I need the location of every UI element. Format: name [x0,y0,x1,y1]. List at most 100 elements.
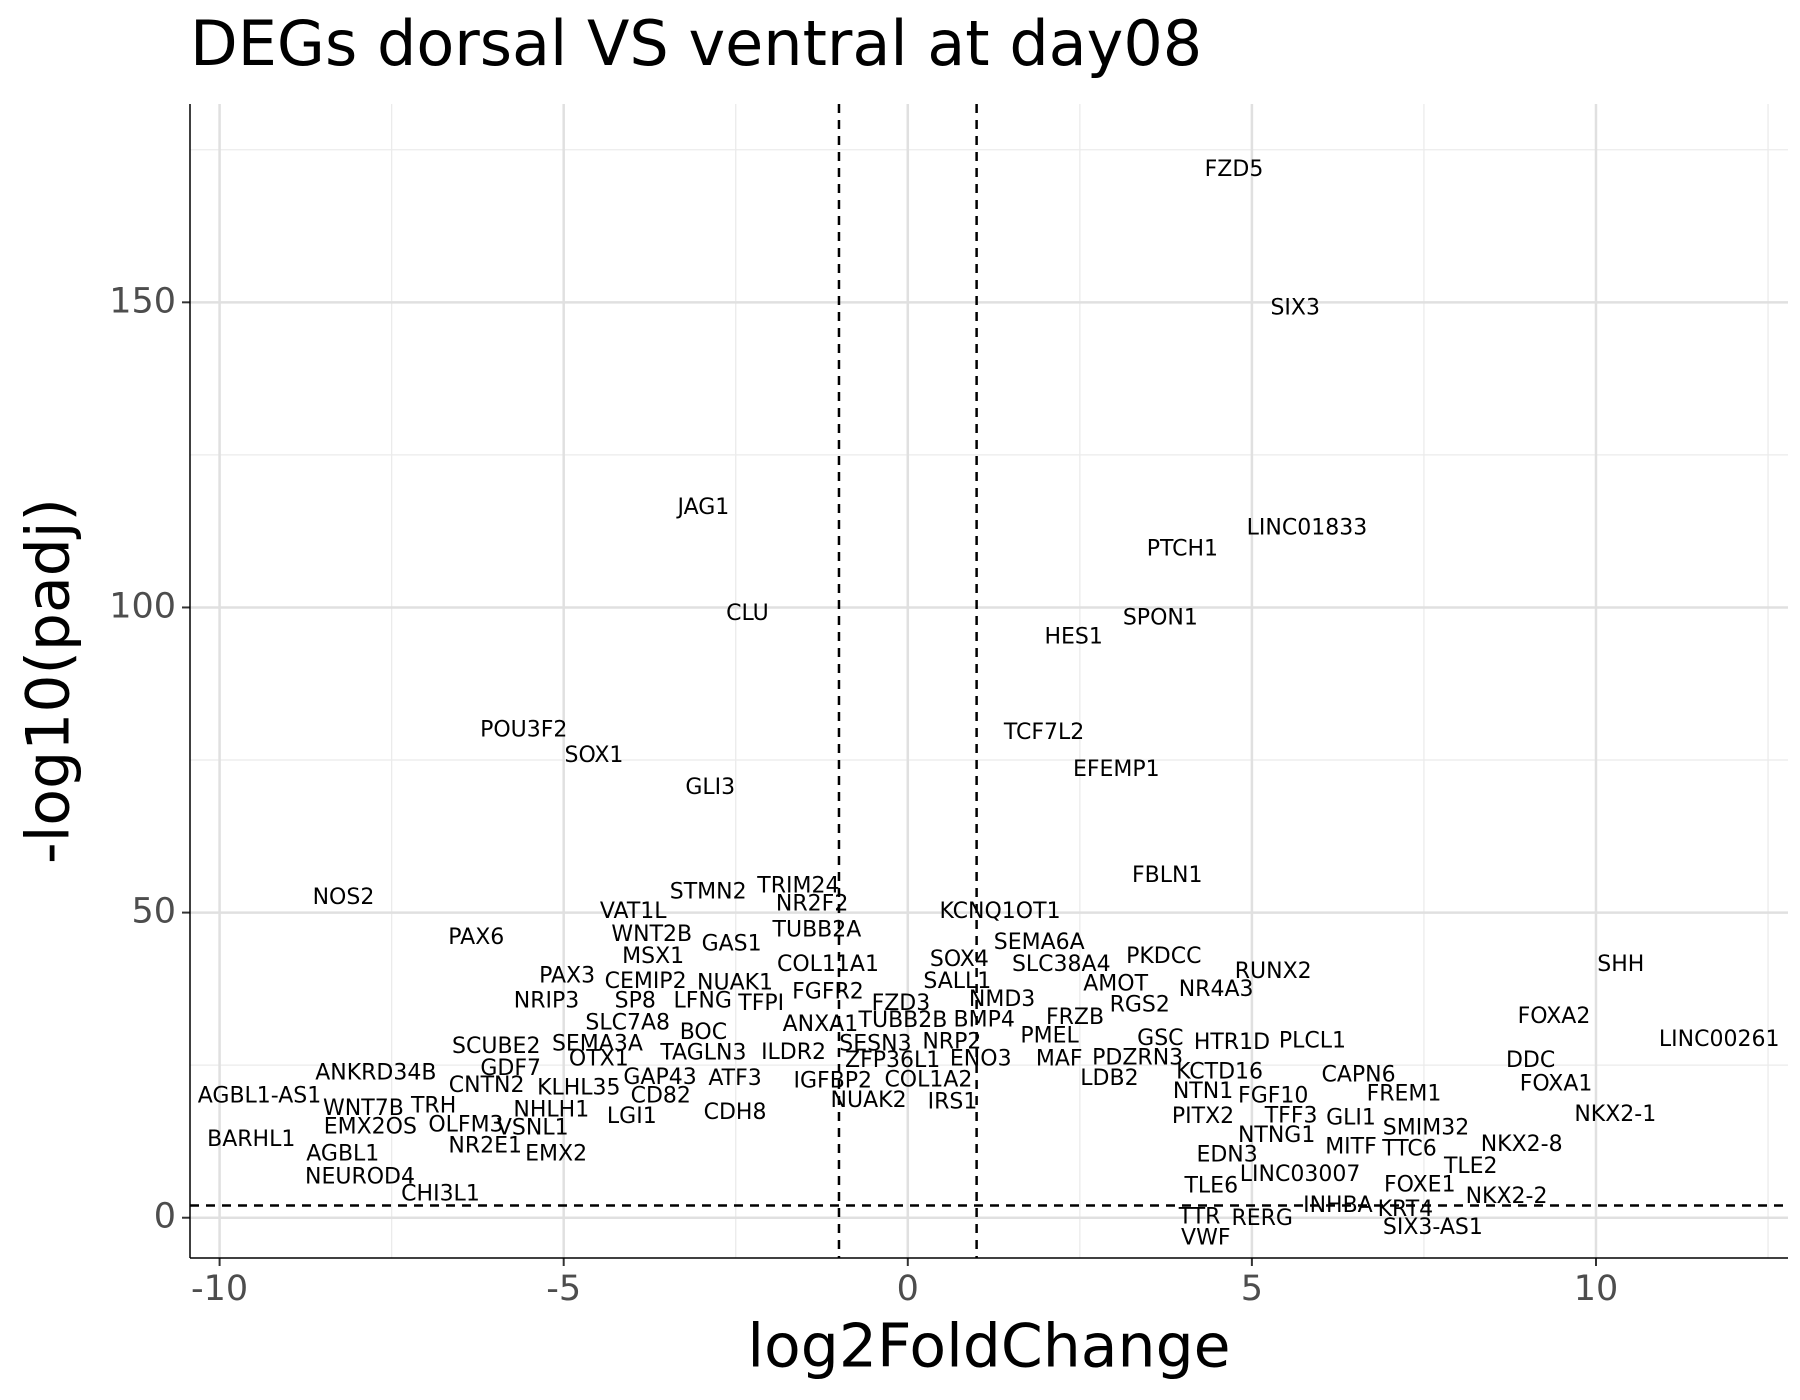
gene-label: SP8 [615,989,656,1014]
gene-label: NTN1 [1173,1079,1233,1104]
gene-label: CD82 [631,1083,691,1108]
gene-label: KCTD16 [1176,1059,1263,1084]
gene-label: IGFBP2 [794,1069,873,1094]
gene-label: COL1A2 [884,1067,972,1092]
gene-label: FGFR2 [792,980,864,1005]
gene-label: TTC6 [1381,1136,1437,1161]
gene-label: LFNG [673,989,731,1014]
gene-label: MSX1 [622,944,684,969]
gene-label: BOC [680,1020,727,1045]
gene-label: COL11A1 [777,952,879,977]
gene-label: ANXA1 [783,1012,859,1037]
gene-label: LGI1 [607,1104,657,1129]
x-tick-label: -10 [191,1269,248,1309]
gene-label: HTR1D [1194,1030,1270,1055]
gene-label: SLC38A4 [1012,952,1111,977]
gene-label: VAT1L [600,899,667,924]
gene-label: LINC03007 [1240,1162,1361,1187]
gene-label: PMEL [1020,1023,1079,1048]
gene-label: CNTN2 [449,1073,525,1098]
gene-label: MAF [1036,1047,1083,1072]
gene-label: LINC00261 [1659,1027,1780,1052]
gene-label: ZFP36L1 [845,1048,940,1073]
gene-label: CHI3L1 [401,1182,480,1207]
gene-label: BARHL1 [207,1127,295,1152]
gene-label: AMOT [1083,972,1148,997]
gene-label: NRP2 [922,1030,981,1055]
gene-label: GAP43 [623,1065,696,1090]
gene-label: NUAK2 [831,1088,907,1113]
gene-label: TUBB2A [772,917,862,942]
gene-label: BMP4 [954,1008,1015,1033]
gene-label: IRS1 [928,1089,978,1114]
gene-label: AGBL1 [306,1141,379,1166]
y-tick-label: 50 [131,892,176,932]
gene-label: NR4A3 [1179,977,1254,1002]
gene-label: HES1 [1044,624,1102,649]
gene-label: NR2E1 [448,1133,522,1158]
gene-label: WNT7B [323,1096,404,1121]
gene-label: STMN2 [670,879,747,904]
gene-label: LDB2 [1080,1066,1138,1091]
gene-label: POU3F2 [480,718,567,743]
gene-label: FOXA1 [1520,1072,1593,1097]
x-tick-label: 5 [1241,1269,1263,1309]
gene-label: KLHL35 [537,1075,620,1100]
gene-label: SLC7A8 [585,1011,670,1036]
gene-label: GLI3 [685,775,735,800]
gene-label: SIX3 [1270,295,1320,320]
gene-label: FGF10 [1238,1083,1308,1108]
gene-label: RUNX2 [1235,959,1312,984]
x-axis-title: log2FoldChange [747,1312,1230,1382]
gene-label: TLE2 [1443,1154,1498,1179]
gene-label: ATF3 [708,1066,761,1091]
gene-label: NOS2 [313,885,375,910]
gene-label: NHLH1 [513,1097,589,1122]
y-tick-label: 150 [109,281,176,321]
gene-label: SOX1 [564,743,623,768]
gene-label: SIX3-AS1 [1383,1215,1483,1240]
gene-label: CLU [726,601,769,626]
gene-label: OLFM3 [428,1113,503,1138]
gene-label: GDF7 [480,1056,541,1081]
gene-label: TTR [1178,1205,1221,1230]
gene-label: MITF [1325,1135,1377,1160]
gene-label: SALL1 [923,969,991,994]
gene-label: SPON1 [1123,605,1198,630]
gene-label: LINC01833 [1247,516,1368,541]
gene-label: SMIM32 [1383,1116,1469,1141]
y-axis-title: -log10(padj) [14,498,84,864]
gene-label: NEUROD4 [305,1164,415,1189]
gene-label: FBLN1 [1132,863,1202,888]
gene-label: WNT2B [611,922,692,947]
gene-label: FREM1 [1367,1081,1442,1106]
chart-title: DEGs dorsal VS ventral at day08 [190,7,1202,80]
gene-label: SEMA3A [552,1031,643,1056]
gene-label: RERG [1231,1206,1293,1231]
gene-label: KCNQ1OT1 [939,899,1060,924]
gene-label: CEMIP2 [605,969,687,994]
gene-label: FZD5 [1205,157,1264,182]
gene-label: GSC [1137,1026,1183,1051]
gene-label: PLCL1 [1279,1028,1346,1053]
gene-label: NMD3 [969,987,1035,1012]
gene-label: EMX2 [525,1141,587,1166]
gene-label: EDN3 [1196,1142,1257,1167]
gene-label: TUBB2B [858,1008,948,1033]
gene-label: PKDCC [1126,944,1201,969]
gene-label: SESN3 [839,1031,911,1056]
gene-label: RGS2 [1110,992,1170,1017]
gene-label: EFEMP1 [1073,757,1160,782]
gene-label: ANKRD34B [315,1061,436,1086]
x-tick-label: -5 [546,1269,581,1309]
y-tick-label: 0 [154,1197,176,1237]
gene-label: SCUBE2 [452,1034,540,1059]
gene-label: OTX1 [569,1047,629,1072]
gene-label: SEMA6A [994,930,1085,955]
gene-label: FZD3 [872,991,931,1016]
y-tick-label: 100 [109,586,176,626]
gene-label: DDC [1506,1048,1555,1073]
gene-label: SHH [1597,952,1644,977]
gene-label: JAG1 [675,495,729,520]
